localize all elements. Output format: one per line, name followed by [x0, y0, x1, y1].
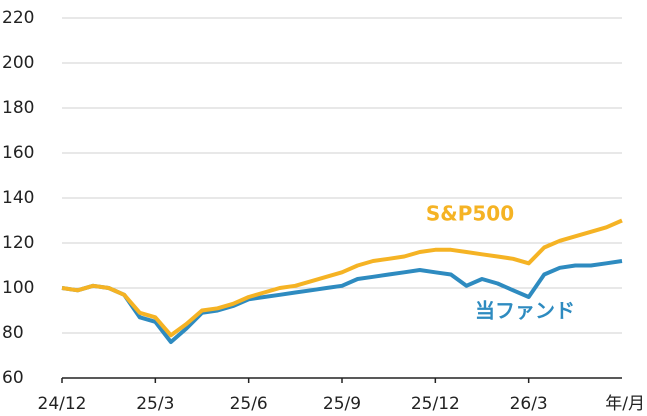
- x-tick-label: 25/9: [323, 394, 361, 414]
- series-label: 当ファンド: [475, 299, 575, 323]
- y-tick-label: 220: [2, 8, 34, 28]
- y-tick-label: 60: [2, 368, 24, 388]
- x-tick-label: 25/12: [411, 394, 460, 414]
- x-tick-label: 25/6: [230, 394, 268, 414]
- x-tick-label: 24/12: [38, 394, 87, 414]
- y-tick-label: 140: [2, 188, 34, 208]
- y-tick-label: 80: [2, 323, 24, 343]
- y-tick-label: 160: [2, 143, 34, 163]
- series-line: [61, 259, 623, 344]
- y-tick-label: 100: [2, 278, 34, 298]
- x-tick-label: 25/3: [136, 394, 174, 414]
- series-line: [61, 218, 623, 338]
- y-tick-label: 200: [2, 53, 34, 73]
- series-label: S&P500: [426, 202, 514, 226]
- y-tick-label: 120: [2, 233, 34, 253]
- y-tick-label: 180: [2, 98, 34, 118]
- x-tick-label: 26/3: [510, 394, 548, 414]
- x-axis-label: 年/月: [605, 394, 645, 414]
